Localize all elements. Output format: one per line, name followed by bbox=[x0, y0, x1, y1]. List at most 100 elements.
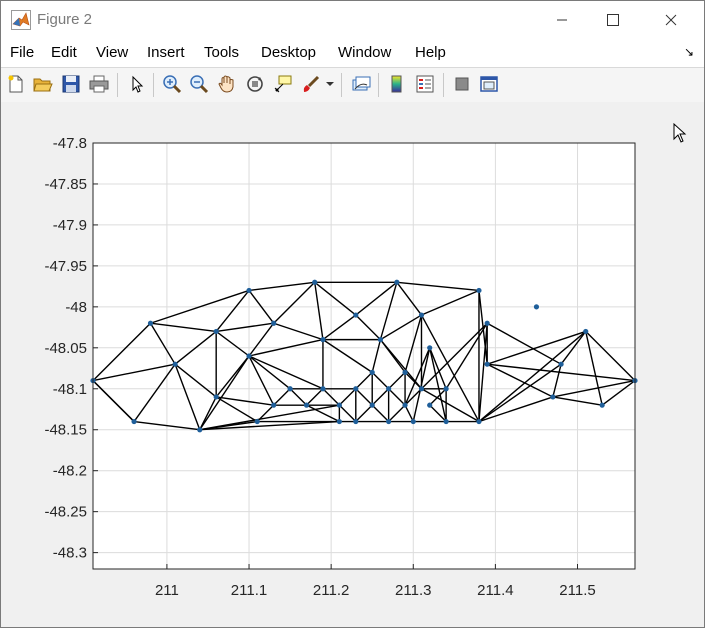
data-point bbox=[246, 353, 252, 359]
data-point bbox=[484, 361, 490, 367]
data-point bbox=[427, 402, 433, 408]
mesh-edge bbox=[404, 314, 423, 373]
menu-tools[interactable]: Tools bbox=[204, 44, 240, 61]
mesh-edge bbox=[150, 289, 250, 324]
data-point bbox=[353, 386, 359, 392]
mesh-edge bbox=[478, 290, 488, 365]
link-plot-icon[interactable] bbox=[350, 73, 372, 95]
y-tick-label: -47.9 bbox=[53, 217, 87, 234]
data-point bbox=[476, 418, 482, 425]
open-file-icon[interactable] bbox=[32, 73, 54, 95]
axes-plot[interactable]: 211 211.1 211.2 211.3 211.4 211.5 -47.8 -47.85 -… bbox=[1, 102, 704, 627]
mesh-edge bbox=[396, 281, 480, 292]
axes-box bbox=[92, 142, 636, 570]
data-point bbox=[336, 402, 342, 408]
pan-hand-icon[interactable] bbox=[216, 73, 238, 95]
colorbar-icon[interactable] bbox=[386, 73, 408, 95]
save-icon[interactable] bbox=[60, 73, 82, 95]
close-icon bbox=[665, 14, 677, 26]
data-point bbox=[599, 402, 605, 408]
mesh-edge bbox=[199, 355, 250, 431]
y-tick-label: -48 bbox=[65, 299, 87, 316]
mesh-edge bbox=[420, 322, 488, 390]
close-button[interactable] bbox=[648, 1, 694, 39]
data-point bbox=[443, 386, 449, 392]
mesh-edge bbox=[248, 338, 324, 357]
mesh-edge bbox=[371, 339, 382, 373]
menu-file[interactable]: File bbox=[10, 44, 35, 61]
mesh-edge bbox=[174, 363, 201, 430]
data-point bbox=[254, 418, 260, 425]
mesh-edge bbox=[404, 371, 422, 390]
x-tick-label: 211.4 bbox=[477, 582, 513, 599]
minimize-button[interactable] bbox=[539, 1, 585, 39]
zoom-out-icon[interactable] bbox=[188, 73, 210, 95]
data-point bbox=[550, 394, 556, 400]
mesh-edge bbox=[149, 322, 176, 365]
mesh-edge bbox=[248, 355, 291, 390]
mesh-edge bbox=[306, 388, 324, 406]
data-point bbox=[271, 402, 277, 408]
data-point bbox=[246, 287, 252, 294]
zoom-in-icon[interactable] bbox=[161, 73, 183, 95]
menu-view[interactable]: View bbox=[96, 44, 129, 61]
menu-edit[interactable]: Edit bbox=[51, 44, 77, 61]
data-point bbox=[303, 402, 310, 408]
data-point bbox=[476, 287, 482, 294]
rotate-3d-icon[interactable] bbox=[244, 73, 266, 95]
mesh-edge bbox=[314, 282, 324, 340]
data-point bbox=[558, 361, 564, 367]
mesh-edge bbox=[355, 281, 398, 316]
mesh-edge bbox=[355, 371, 373, 390]
window-title: Figure 2 bbox=[37, 11, 93, 28]
mesh-edge bbox=[379, 282, 398, 340]
minimize-icon bbox=[557, 19, 567, 21]
mesh-edge bbox=[273, 281, 316, 324]
mesh-edge bbox=[273, 388, 291, 406]
mesh-edge bbox=[92, 363, 176, 382]
mesh-edge bbox=[380, 314, 422, 341]
figure-canvas: 211 211.1 211.2 211.3 211.4 211.5 -47.8 -47.85 -… bbox=[1, 102, 704, 627]
mesh-edge bbox=[355, 314, 381, 341]
menu-help[interactable]: Help bbox=[415, 44, 446, 61]
data-point bbox=[402, 369, 408, 375]
toolbar-separator bbox=[117, 73, 118, 97]
mesh-edge bbox=[560, 331, 587, 365]
mesh-edge bbox=[429, 347, 447, 390]
mesh-edge bbox=[338, 388, 357, 406]
new-figure-icon[interactable] bbox=[5, 73, 27, 95]
mesh-edge bbox=[478, 396, 554, 423]
mesh-edge bbox=[371, 404, 390, 423]
dropdown-arrow-icon[interactable] bbox=[323, 73, 337, 95]
menu-insert[interactable]: Insert bbox=[147, 44, 185, 61]
mesh-edge bbox=[486, 330, 586, 365]
mesh-edge bbox=[478, 323, 488, 422]
mesh-edge bbox=[322, 388, 340, 406]
y-tick-label: -48.25 bbox=[44, 504, 87, 521]
mesh-edge bbox=[429, 388, 447, 406]
mesh-edge bbox=[355, 404, 373, 423]
mesh-edge bbox=[404, 347, 431, 406]
pointer-icon[interactable] bbox=[126, 73, 148, 95]
data-cursor-icon[interactable] bbox=[272, 73, 294, 95]
brush-icon[interactable] bbox=[300, 73, 322, 95]
mesh-edge bbox=[445, 322, 488, 390]
legend-icon[interactable] bbox=[414, 73, 436, 95]
mouse-cursor-icon bbox=[673, 123, 687, 143]
mesh-edge bbox=[552, 396, 603, 406]
hide-plot-tools-icon[interactable] bbox=[451, 73, 473, 95]
mesh-edge bbox=[396, 281, 423, 316]
print-icon[interactable] bbox=[88, 73, 110, 95]
show-plot-tools-icon[interactable] bbox=[478, 73, 500, 95]
menu-desktop[interactable]: Desktop bbox=[261, 44, 317, 61]
data-point bbox=[320, 386, 326, 392]
data-point bbox=[213, 328, 219, 335]
y-tick-label: -47.95 bbox=[44, 258, 87, 275]
dock-arrow-icon[interactable]: ↘ bbox=[684, 45, 695, 59]
data-point bbox=[418, 312, 425, 318]
mesh-edge bbox=[273, 322, 324, 341]
menu-window[interactable]: Window bbox=[338, 44, 392, 61]
maximize-button[interactable] bbox=[590, 1, 636, 39]
data-point bbox=[369, 369, 375, 375]
y-tick-label: -47.85 bbox=[44, 176, 87, 193]
